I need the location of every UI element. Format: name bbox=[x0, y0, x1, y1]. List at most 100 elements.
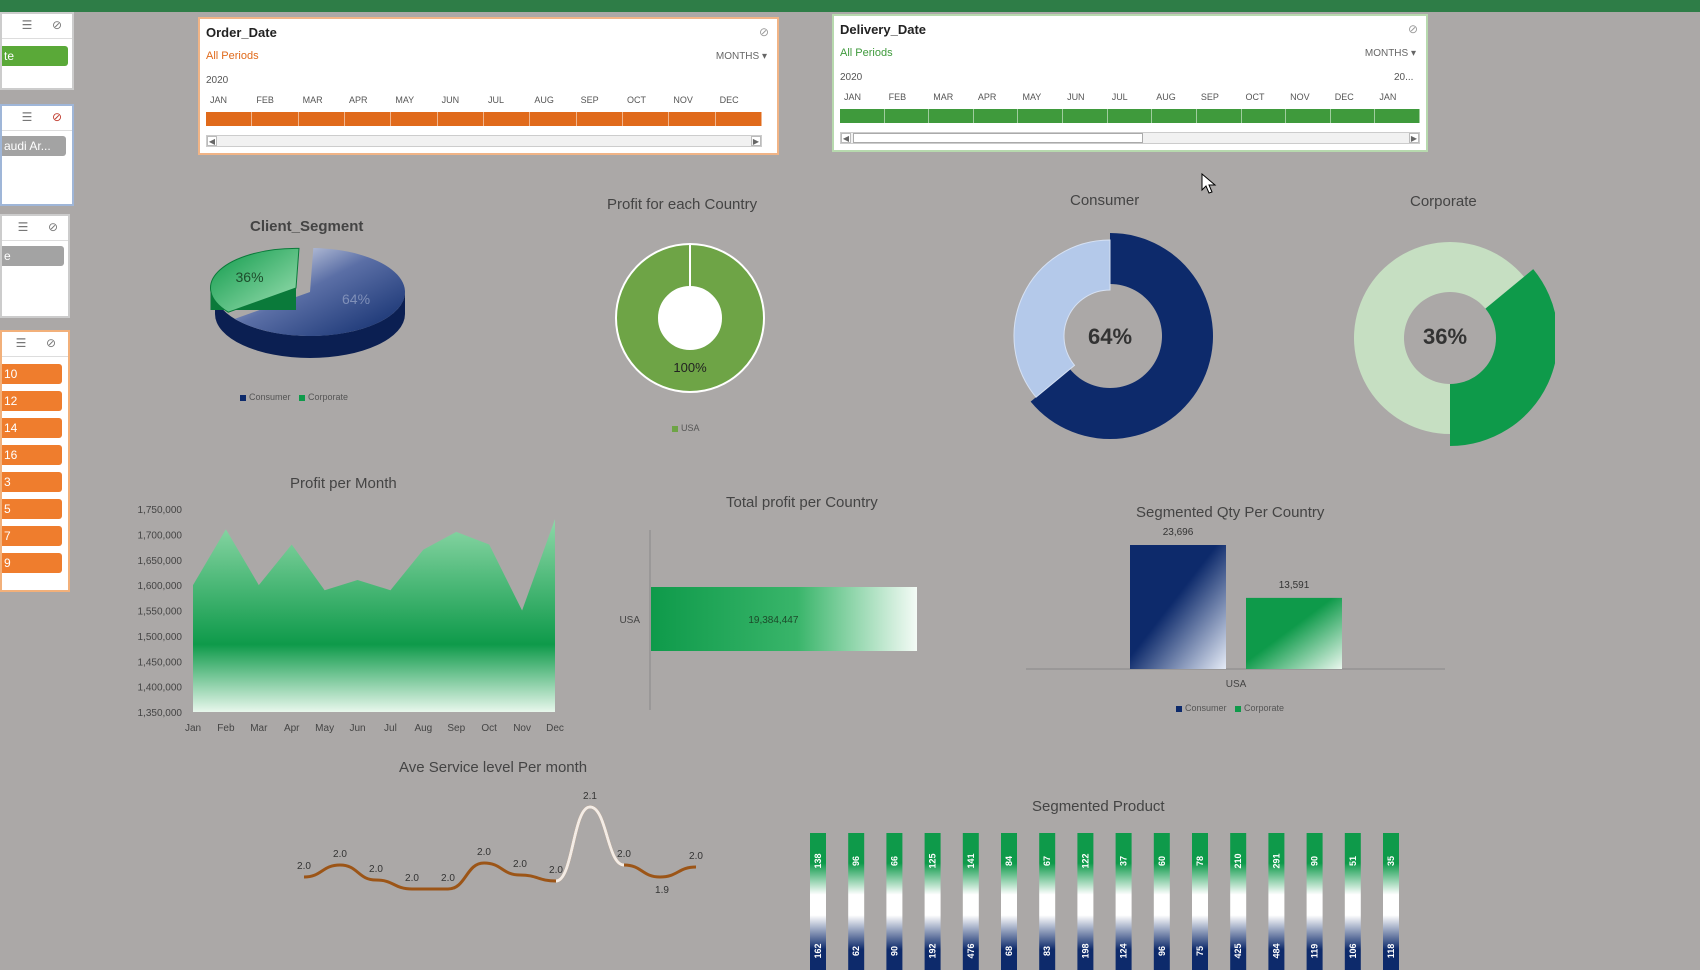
profit-month-chart[interactable]: 1,750,000 1,700,000 1,650,000 1,600,000 1,55… bbox=[120, 495, 570, 735]
scroll-thumb[interactable] bbox=[853, 133, 1143, 143]
multi-select-icon[interactable]: ☰ bbox=[17, 220, 29, 234]
timeline-month-segment[interactable] bbox=[840, 109, 885, 123]
product-bar bbox=[886, 833, 903, 970]
clear-filter-icon[interactable]: ⊘ bbox=[51, 110, 63, 124]
timeline-month-segment[interactable] bbox=[1018, 109, 1064, 123]
timeline-month-segment[interactable] bbox=[1152, 109, 1197, 123]
timeline-month-segment[interactable] bbox=[1331, 109, 1376, 123]
profit-country-legend: USA bbox=[672, 423, 700, 433]
timeline-month-segment[interactable] bbox=[530, 112, 577, 126]
clear-filter-icon[interactable]: ⊘ bbox=[51, 18, 63, 32]
slicer-4-item[interactable]: 14 bbox=[2, 418, 62, 438]
timeline-month-segment[interactable] bbox=[929, 109, 974, 123]
slicer-4-item[interactable]: 12 bbox=[2, 391, 62, 411]
timeline-month-label: JAN bbox=[1379, 92, 1397, 102]
timeline-month-segment[interactable] bbox=[1108, 109, 1153, 123]
timeline-month-segment[interactable] bbox=[1286, 109, 1331, 123]
x-tick-label: May bbox=[315, 723, 334, 734]
multi-select-icon[interactable]: ☰ bbox=[21, 18, 33, 32]
timeline-month-segment[interactable] bbox=[438, 112, 484, 126]
total-profit-chart[interactable]: USA 19,384,447 bbox=[610, 520, 940, 720]
multi-select-icon[interactable]: ☰ bbox=[15, 336, 27, 350]
timeline-level-dropdown[interactable]: MONTHS ▾ bbox=[715, 51, 767, 62]
line-series-service bbox=[303, 805, 697, 891]
timeline-month-segment[interactable] bbox=[345, 112, 392, 126]
slicer-4-item[interactable]: 7 bbox=[2, 526, 62, 546]
timeline-month-segment[interactable] bbox=[974, 109, 1019, 123]
timeline-month-segment[interactable] bbox=[669, 112, 716, 126]
x-tick-label: Jul bbox=[384, 723, 397, 734]
timeline-month-segment[interactable] bbox=[206, 112, 253, 126]
profit-country-chart[interactable]: 100% bbox=[610, 238, 770, 398]
timeline-month-label: DEC bbox=[1334, 92, 1354, 102]
slicer-2-item[interactable]: audi Ar... bbox=[2, 136, 66, 156]
timeline-scrollbar[interactable]: ◀ ▶ bbox=[840, 132, 1420, 144]
client-segment-legend: Consumer Corporate bbox=[240, 392, 348, 402]
timeline-month-segment[interactable] bbox=[1242, 109, 1287, 123]
timeline-month-label: JUL bbox=[1111, 92, 1128, 102]
timeline-period: All Periods bbox=[840, 47, 893, 59]
timeline-month-label: APR bbox=[349, 95, 368, 105]
scroll-right-arrow[interactable]: ▶ bbox=[1409, 133, 1419, 143]
slicer-3[interactable]: ☰ ⊘ e bbox=[0, 214, 70, 318]
scroll-left-arrow[interactable]: ◀ bbox=[207, 136, 217, 146]
corporate-chart[interactable]: 36% bbox=[1345, 228, 1555, 448]
slicer-1-item[interactable]: te bbox=[2, 46, 68, 66]
timeline-month-label: JUN bbox=[1067, 92, 1085, 102]
client-segment-chart[interactable]: 36% 64% bbox=[170, 240, 420, 380]
timeline-month-segment[interactable] bbox=[623, 112, 670, 126]
slicer-4-item[interactable]: 9 bbox=[2, 553, 62, 573]
slicer-4[interactable]: ☰ ⊘ 10 12 14 16 3 5 7 9 bbox=[0, 330, 70, 592]
slicer-1[interactable]: ☰ ⊘ te bbox=[0, 12, 74, 90]
timeline-month-label: JAN bbox=[844, 92, 862, 102]
segmented-product-chart[interactable]: 138 162 96 62 66 90 125 192 141 476 84 68 67 83 122 198… bbox=[800, 825, 1420, 970]
y-tick-label: 1,550,000 bbox=[138, 607, 183, 618]
timeline-month-segment[interactable] bbox=[1063, 109, 1108, 123]
timeline-month-segment[interactable] bbox=[885, 109, 930, 123]
slicer-4-item[interactable]: 3 bbox=[2, 472, 62, 492]
line-data-label: 2.0 bbox=[441, 873, 455, 884]
timeline-scrollbar[interactable]: ◀ ▶ bbox=[206, 135, 762, 147]
delivery-date-timeline[interactable]: Delivery_Date ⊘ All Periods MONTHS ▾ 202… bbox=[832, 14, 1428, 152]
timeline-month-segment[interactable] bbox=[299, 112, 345, 126]
timeline-level-dropdown[interactable]: MONTHS ▾ bbox=[1364, 48, 1416, 59]
slicer-4-item[interactable]: 16 bbox=[2, 445, 62, 465]
x-tick-label: Dec bbox=[546, 723, 564, 734]
scroll-right-arrow[interactable]: ▶ bbox=[751, 136, 761, 146]
slicer-4-item[interactable]: 10 bbox=[2, 364, 62, 384]
clear-filter-icon[interactable]: ⊘ bbox=[758, 25, 769, 39]
timeline-month-segment[interactable] bbox=[484, 112, 531, 126]
timeline-month-segment[interactable] bbox=[1375, 109, 1420, 123]
donut-slice-consumer bbox=[1030, 233, 1213, 439]
clear-filter-icon[interactable]: ⊘ bbox=[1407, 22, 1418, 36]
service-level-chart[interactable]: 2.0 2.0 2.0 2.0 2.0 2.0 2.0 2.0 2.1 2.0 1.9 2.0 bbox=[290, 785, 720, 935]
y-tick-label: 1,350,000 bbox=[138, 708, 183, 719]
clear-filter-icon[interactable]: ⊘ bbox=[45, 336, 57, 350]
corporate-title: Corporate bbox=[1410, 193, 1477, 210]
scroll-left-arrow[interactable]: ◀ bbox=[841, 133, 851, 143]
timeline-month-segment[interactable] bbox=[716, 112, 762, 126]
clear-filter-icon[interactable]: ⊘ bbox=[47, 220, 59, 234]
segmented-product-title: Segmented Product bbox=[1032, 798, 1165, 815]
timeline-month-label: JAN bbox=[210, 95, 228, 105]
timeline-month-label: NOV bbox=[1290, 92, 1310, 102]
pie-slice-consumer bbox=[234, 248, 405, 336]
timeline-month-segment[interactable] bbox=[391, 112, 438, 126]
timeline-year-next: 20... bbox=[1394, 72, 1414, 83]
timeline-bar[interactable] bbox=[206, 112, 762, 126]
consumer-chart[interactable]: 64% bbox=[1005, 226, 1215, 446]
product-bar bbox=[848, 833, 865, 970]
timeline-bar[interactable] bbox=[840, 109, 1420, 123]
bar-data-label-consumer: 106 bbox=[1348, 943, 1358, 958]
timeline-month-segment[interactable] bbox=[252, 112, 299, 126]
slicer-4-item[interactable]: 5 bbox=[2, 499, 62, 519]
timeline-month-segment[interactable] bbox=[1197, 109, 1242, 123]
order-date-timeline[interactable]: Order_Date ⊘ All Periods MONTHS ▾ 2020 J… bbox=[198, 17, 779, 155]
slicer-2[interactable]: ☰ ⊘ audi Ar... bbox=[0, 104, 74, 206]
timeline-month-label: MAR bbox=[933, 92, 954, 102]
timeline-month-segment[interactable] bbox=[577, 112, 623, 126]
pie-data-label: 64% bbox=[342, 291, 370, 307]
slicer-3-item[interactable]: e bbox=[2, 246, 64, 266]
seg-qty-chart[interactable]: 23,696 13,591 USA bbox=[1020, 515, 1460, 715]
multi-select-icon[interactable]: ☰ bbox=[21, 110, 33, 124]
